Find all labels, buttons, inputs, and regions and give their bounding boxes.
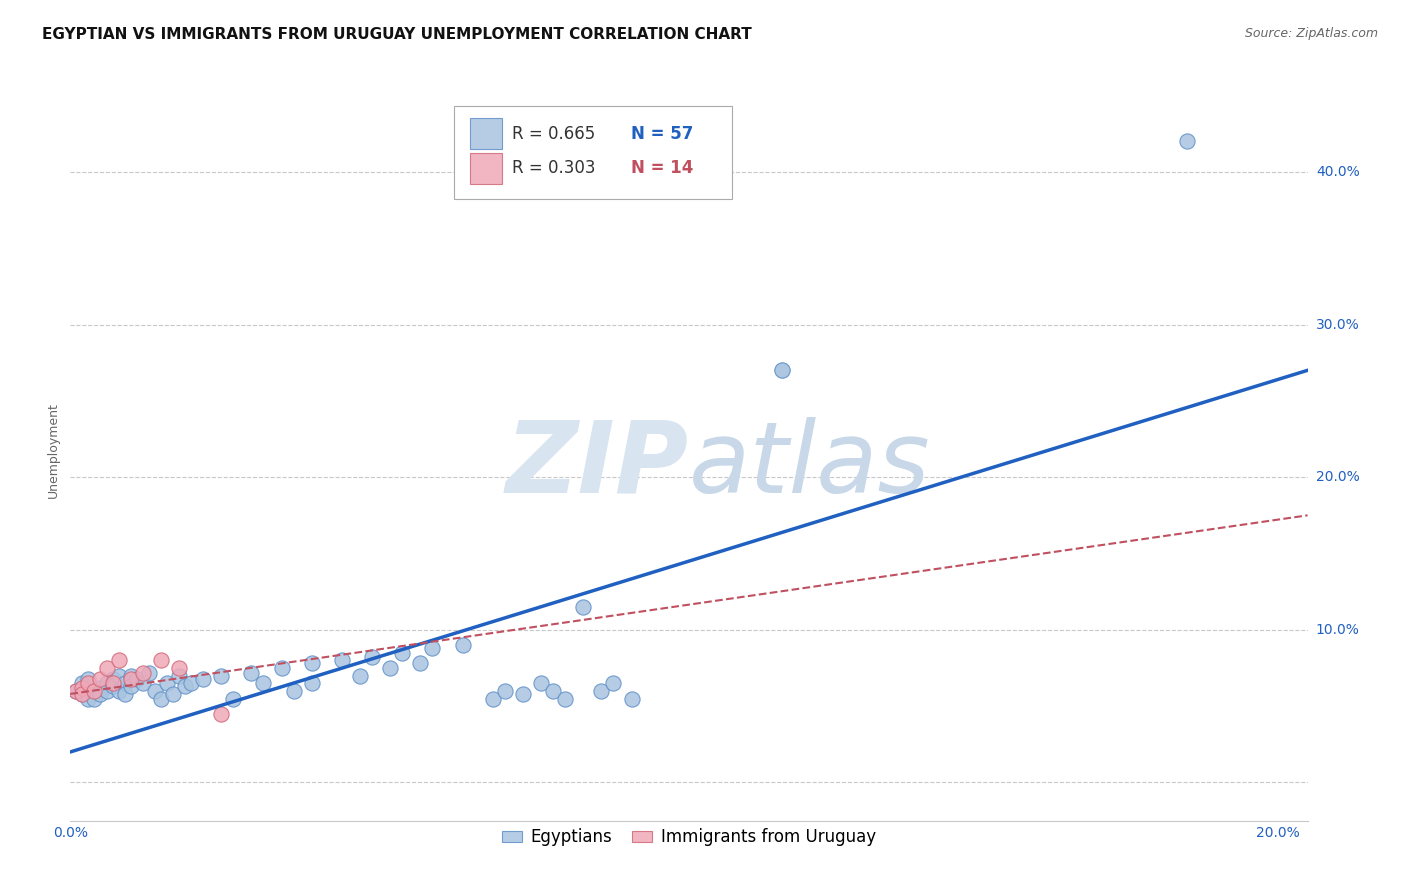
Point — [270, 661, 292, 675]
Point — [89, 672, 111, 686]
Point — [174, 679, 197, 693]
Point — [107, 653, 129, 667]
Point — [772, 363, 794, 377]
Text: 40.0%: 40.0% — [1316, 165, 1360, 179]
Point — [120, 679, 142, 693]
Point — [72, 681, 94, 695]
Point — [83, 691, 105, 706]
Point — [107, 668, 129, 682]
Point — [283, 684, 305, 698]
Point — [138, 665, 160, 680]
Point — [541, 684, 564, 698]
Point — [101, 672, 124, 686]
Point — [72, 687, 94, 701]
Point — [772, 363, 794, 377]
Point — [77, 691, 100, 706]
Point — [391, 646, 413, 660]
Point — [167, 668, 190, 682]
Point — [620, 691, 643, 706]
Point — [330, 653, 353, 667]
Point — [240, 665, 263, 680]
Point — [77, 672, 100, 686]
FancyBboxPatch shape — [470, 153, 502, 184]
Point — [572, 599, 595, 614]
Point — [96, 661, 118, 675]
Point — [349, 668, 371, 682]
Point — [481, 691, 503, 706]
Point — [222, 691, 245, 706]
Point — [1175, 134, 1198, 148]
Point — [512, 687, 534, 701]
Text: ZIP: ZIP — [506, 417, 689, 514]
Point — [451, 638, 474, 652]
Text: Source: ZipAtlas.com: Source: ZipAtlas.com — [1244, 27, 1378, 40]
Point — [149, 691, 172, 706]
Text: N = 14: N = 14 — [631, 160, 693, 178]
Point — [422, 641, 444, 656]
Point — [83, 684, 105, 698]
Text: N = 57: N = 57 — [631, 125, 693, 143]
Point — [107, 684, 129, 698]
Point — [114, 687, 136, 701]
Point — [530, 676, 553, 690]
Text: atlas: atlas — [689, 417, 931, 514]
FancyBboxPatch shape — [470, 118, 502, 149]
Point — [209, 706, 232, 721]
Point — [252, 676, 274, 690]
Point — [83, 684, 105, 698]
Point — [554, 691, 576, 706]
Point — [89, 681, 111, 695]
Point — [120, 668, 142, 682]
Text: R = 0.665: R = 0.665 — [512, 125, 595, 143]
Point — [301, 657, 323, 671]
Text: R = 0.303: R = 0.303 — [512, 160, 596, 178]
Point — [72, 687, 94, 701]
Point — [180, 676, 202, 690]
Point — [132, 676, 155, 690]
Point — [409, 657, 432, 671]
Point — [149, 653, 172, 667]
Point — [65, 684, 87, 698]
Legend: Egyptians, Immigrants from Uruguay: Egyptians, Immigrants from Uruguay — [495, 822, 883, 853]
Point — [114, 676, 136, 690]
Point — [591, 684, 613, 698]
Point — [132, 665, 155, 680]
Point — [65, 684, 87, 698]
Text: 20.0%: 20.0% — [1316, 470, 1360, 484]
Text: 10.0%: 10.0% — [1316, 623, 1360, 637]
Point — [361, 650, 384, 665]
Point — [301, 676, 323, 690]
Point — [191, 672, 214, 686]
Point — [162, 687, 184, 701]
Point — [77, 676, 100, 690]
Point — [125, 672, 148, 686]
Point — [89, 687, 111, 701]
Point — [96, 676, 118, 690]
Point — [494, 684, 516, 698]
Point — [380, 661, 402, 675]
Point — [120, 672, 142, 686]
Point — [156, 676, 179, 690]
Point — [143, 684, 166, 698]
Point — [101, 676, 124, 690]
Point — [602, 676, 624, 690]
Text: EGYPTIAN VS IMMIGRANTS FROM URUGUAY UNEMPLOYMENT CORRELATION CHART: EGYPTIAN VS IMMIGRANTS FROM URUGUAY UNEM… — [42, 27, 752, 42]
FancyBboxPatch shape — [454, 106, 733, 199]
Text: 30.0%: 30.0% — [1316, 318, 1360, 332]
Point — [209, 668, 232, 682]
Y-axis label: Unemployment: Unemployment — [46, 402, 60, 499]
Point — [72, 676, 94, 690]
Point — [96, 684, 118, 698]
Point — [101, 679, 124, 693]
Point — [167, 661, 190, 675]
